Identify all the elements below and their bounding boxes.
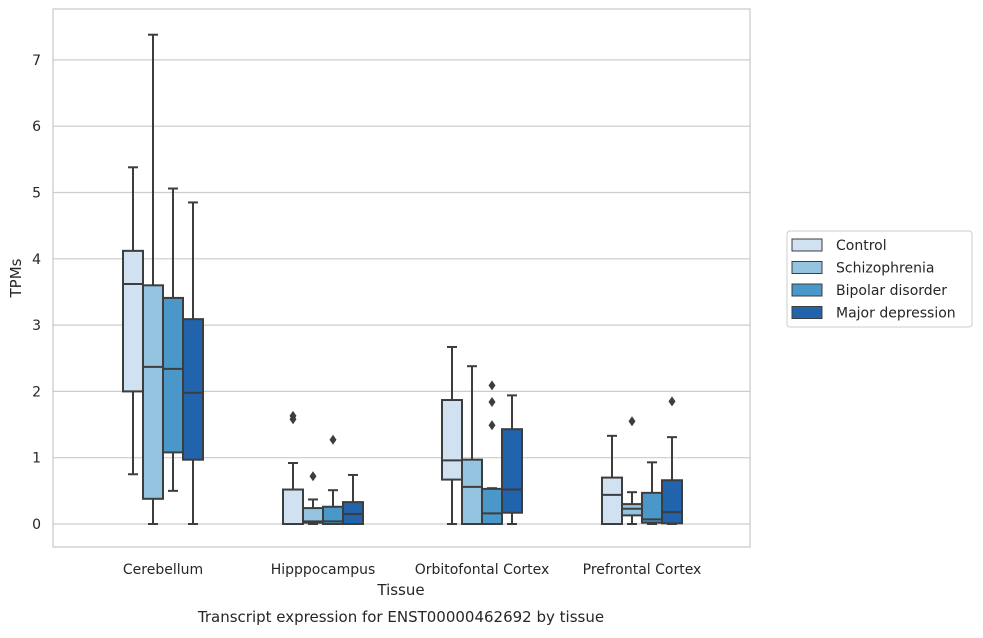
- boxes: [122, 33, 683, 526]
- legend-swatch: [791, 306, 823, 319]
- legend: Control Schizophrenia Bipolar disorder Majo…: [786, 230, 973, 328]
- y-tick-label: 7: [32, 53, 41, 69]
- y-tick-label: 4: [32, 252, 41, 268]
- box: [501, 394, 523, 525]
- legend-label: Bipolar disorder: [836, 283, 947, 299]
- outlier-point: [668, 396, 676, 407]
- y-tick-label: 6: [32, 119, 41, 135]
- outlier-point: [628, 416, 636, 427]
- box-body: [142, 284, 164, 500]
- box: [182, 201, 204, 525]
- x-axis-label: Tissue: [376, 581, 424, 599]
- box: [661, 396, 683, 525]
- box-body: [601, 476, 623, 525]
- x-tick-labels: Cerebellum Hipppocampus Orbitofontal Corte…: [123, 562, 701, 578]
- box-body: [661, 479, 683, 525]
- outlier-point: [488, 397, 496, 408]
- box-body: [641, 491, 663, 524]
- chart-caption: Transcript expression for ENST0000046269…: [197, 608, 604, 626]
- outlier-point: [488, 420, 496, 431]
- legend-label: Schizophrenia: [836, 261, 934, 277]
- y-tick-label: 5: [32, 186, 41, 202]
- box-body: [182, 318, 204, 461]
- box: [342, 473, 364, 526]
- legend-swatch: [791, 238, 823, 252]
- y-tick-label: 1: [32, 451, 41, 467]
- x-tick-label: Cerebellum: [123, 562, 203, 578]
- x-tick-label: Orbitofontal Cortex: [415, 562, 550, 578]
- outlier-point: [488, 380, 496, 391]
- box: [282, 410, 304, 525]
- box-body: [441, 399, 463, 481]
- outlier-point: [329, 434, 337, 445]
- box-body: [282, 488, 304, 525]
- box: [122, 166, 144, 476]
- box: [441, 345, 463, 525]
- box-body: [122, 249, 144, 393]
- box-body: [501, 428, 523, 514]
- box: [142, 33, 164, 525]
- y-tick-labels: 0 1 2 3 4 5 6 7: [32, 53, 41, 533]
- outlier-point: [289, 410, 297, 421]
- box-body: [481, 487, 503, 525]
- y-axis-label: TPMs: [7, 258, 25, 298]
- x-tick-label: Hipppocampus: [271, 562, 376, 578]
- legend-swatch: [791, 283, 823, 297]
- y-tick-label: 0: [32, 517, 41, 533]
- box: [601, 434, 623, 525]
- legend-swatch: [791, 261, 823, 274]
- box: [461, 365, 483, 525]
- legend-label: Major depression: [836, 306, 956, 322]
- box: [621, 416, 643, 525]
- legend-label: Control: [836, 238, 887, 254]
- legend-frame: [786, 230, 973, 328]
- box-body: [162, 296, 184, 454]
- box-body: [461, 458, 483, 525]
- x-tick-label: Prefrontal Cortex: [583, 562, 702, 578]
- y-tick-label: 2: [32, 384, 41, 400]
- outlier-point: [309, 471, 317, 482]
- y-tick-label: 3: [32, 318, 41, 334]
